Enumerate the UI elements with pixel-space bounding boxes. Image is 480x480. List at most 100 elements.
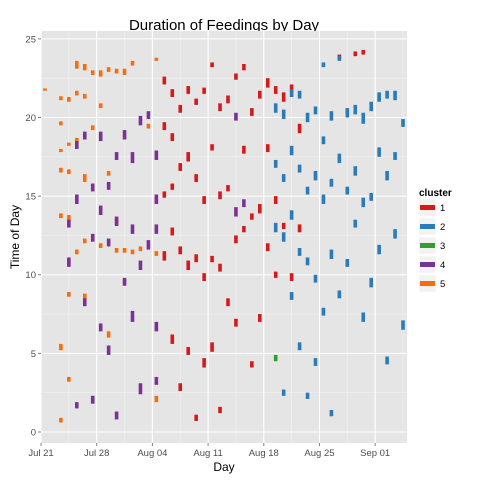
feeding-bar-cluster-2 [313,358,318,366]
feeding-bar-cluster-1 [273,271,278,278]
feeding-bar-cluster-4 [90,233,95,242]
feeding-bar-cluster-2 [345,259,350,267]
feeding-bar-cluster-1 [186,86,190,94]
feeding-bar-cluster-5 [82,64,87,71]
feeding-bar-cluster-2 [305,257,310,266]
y-tick-label: 5 [31,349,36,360]
feeding-bar-cluster-4 [106,181,111,190]
feeding-bar-cluster-1 [210,255,214,263]
feeding-bar-cluster-1 [170,89,175,98]
feeding-bar-cluster-5 [82,238,87,244]
feeding-bar-cluster-1 [234,235,238,244]
feeding-bar-cluster-2 [385,356,389,365]
legend-label-2: 2 [440,222,445,233]
feeding-bar-cluster-1 [194,174,198,182]
feeding-bar-cluster-4 [114,152,119,160]
feeding-bar-cluster-2 [329,178,334,187]
x-axis: Jul 21 Jul 28 Aug 04 Aug 11 Aug 18 Aug 25 Sep … [28,443,390,459]
feeding-bar-cluster-1 [273,196,278,204]
feeding-bar-cluster-5 [82,293,87,300]
feeding-bar-cluster-4 [114,216,119,226]
feeding-bar-cluster-5 [67,292,71,297]
feeding-bar-cluster-2 [353,166,358,176]
y-tick-label: 15 [25,192,36,203]
feeding-bar-cluster-1 [178,246,183,255]
feeding-bar-cluster-5 [67,376,71,382]
feeding-bar-cluster-1 [218,263,222,272]
feeding-bar-cluster-1 [218,103,222,112]
feeding-bar-cluster-1 [194,414,198,421]
feeding-bar-cluster-2 [377,244,381,255]
feeding-bar-cluster-4 [122,130,127,140]
feeding-bar-cluster-2 [385,170,389,181]
feeding-bar-cluster-5 [59,417,63,423]
feeding-bar-cluster-2 [281,174,286,182]
feeding-bar-cluster-2 [377,92,381,102]
feeding-bar-cluster-5 [67,169,71,175]
y-tick-label: 25 [25,34,36,45]
feeding-bar-cluster-1 [218,191,222,200]
feeding-bar-cluster-1 [178,163,183,171]
feeding-bar-cluster-1 [170,227,175,236]
feeding-bar-cluster-2 [329,409,334,417]
feeding-bar-cluster-2 [393,152,397,160]
feeding-bar-cluster-2 [305,186,310,195]
feeding-bar-cluster-5 [130,249,135,255]
legend-swatch-3 [420,243,435,248]
feeding-bar-cluster-1 [289,84,294,93]
feeding-bar-cluster-2 [305,392,310,399]
feeding-bar-cluster-2 [345,186,350,195]
feeding-bar-cluster-4 [138,260,143,271]
feeding-bar-cluster-4 [122,277,127,286]
feeding-bar-cluster-1 [258,90,262,99]
legend-title: cluster [419,188,452,199]
feeding-bar-cluster-2 [273,159,278,168]
y-tick-label: 20 [25,113,36,124]
feeding-bar-cluster-3 [273,354,278,362]
feeding-bar-cluster-4 [154,224,159,234]
feeding-bar-cluster-5 [154,395,159,403]
feeding-bar-cluster-1 [289,273,294,282]
feeding-bar-cluster-4 [106,238,111,247]
feeding-bar-cluster-2 [313,274,318,283]
feeding-bar-cluster-4 [154,321,159,332]
feeding-bar-cluster-2 [353,219,358,228]
feeding-bar-cluster-5 [106,170,111,176]
feeding-bar-cluster-1 [170,133,175,142]
feeding-bar-cluster-4 [154,376,159,385]
feeding-bar-cluster-4 [67,257,71,267]
feeding-bar-cluster-5 [122,248,127,253]
feeding-bar-cluster-5 [82,93,87,99]
feeding-bar-cluster-1 [258,314,262,322]
feeding-bar-cluster-4 [90,183,95,192]
feeding-bar-cluster-1 [202,358,206,368]
feeding-bar-cluster-1 [242,225,246,233]
feeding-bar-cluster-1 [186,152,190,162]
feeding-bar-cluster-4 [234,112,238,121]
feeding-bar-cluster-5 [130,60,135,66]
feeding-bar-cluster-5 [75,90,79,96]
feeding-bar-cluster-2 [385,90,389,99]
y-tick-label: 10 [25,270,36,281]
feeding-bar-cluster-5 [106,331,111,338]
feeding-bar-cluster-2 [297,248,302,256]
feeding-bar-cluster-2 [321,307,326,316]
legend-label-1: 1 [440,203,445,214]
feeding-bar-cluster-4 [242,199,246,208]
feeding-bar-cluster-2 [393,90,397,101]
feeding-bar-cluster-1 [226,95,230,104]
feeding-bar-cluster-5 [154,251,159,256]
feeding-bar-cluster-1 [353,51,358,57]
minor-gridlines [41,31,407,443]
feeding-bar-cluster-2 [361,312,366,322]
legend-label-3: 3 [440,241,445,252]
major-gridlines [40,31,407,443]
feeding-bar-cluster-1 [250,213,254,220]
feeding-bar-cluster-1 [178,383,183,392]
feeding-bar-cluster-2 [321,136,326,145]
feeding-bar-cluster-1 [162,122,167,131]
feeding-bar-cluster-2 [321,62,326,68]
feeding-bar-cluster-5 [106,67,111,72]
legend-swatch-4 [420,262,435,267]
feeding-bar-cluster-1 [281,92,286,102]
